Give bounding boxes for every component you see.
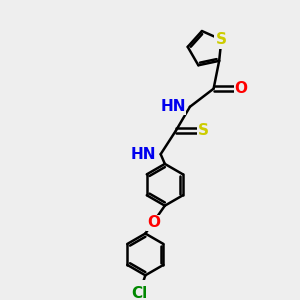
Text: S: S xyxy=(216,32,227,47)
Text: O: O xyxy=(234,81,248,96)
Text: Cl: Cl xyxy=(132,286,148,300)
Text: S: S xyxy=(198,123,209,138)
Text: HN: HN xyxy=(131,147,157,162)
Text: O: O xyxy=(147,215,160,230)
Text: HN: HN xyxy=(160,99,186,114)
